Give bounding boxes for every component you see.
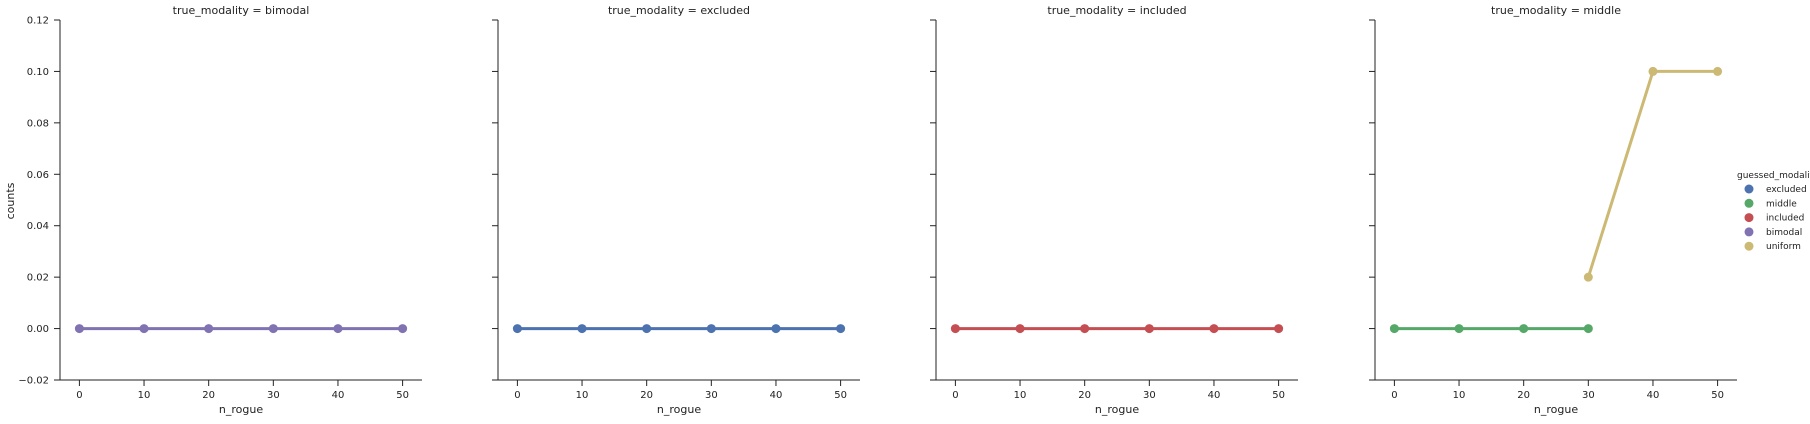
x-tick-label: 0: [952, 390, 958, 401]
x-tick-label: 40: [770, 390, 783, 401]
x-tick-label: 20: [1078, 390, 1091, 401]
facet-title: true_modality = bimodal: [173, 4, 310, 17]
data-point-excluded: [642, 324, 652, 334]
x-tick-label: 40: [1208, 390, 1221, 401]
x-tick-label: 10: [1014, 390, 1027, 401]
legend-marker-middle: [1744, 198, 1754, 208]
legend-marker-excluded: [1744, 184, 1754, 194]
legend: guessed_modality excluded middle included bi…: [1737, 171, 1810, 252]
legend-marker-uniform: [1744, 241, 1754, 251]
data-point-middle: [1389, 324, 1399, 334]
x-tick-label: 50: [1272, 390, 1285, 401]
data-point-bimodal: [204, 324, 214, 334]
legend-label-uniform: uniform: [1766, 242, 1801, 252]
data-point-excluded: [706, 324, 716, 334]
x-tick-label: 10: [138, 390, 151, 401]
data-point-middle: [1454, 324, 1464, 334]
x-tick-label: 0: [514, 390, 520, 401]
data-point-uniform: [1583, 272, 1593, 282]
facet-panel-3: 0 10 20 30 40 50 n_rogue true_modality = includ…: [930, 4, 1298, 416]
x-tick-label: 30: [267, 390, 280, 401]
x-axis-label: n_rogue: [657, 403, 701, 416]
x-axis-label: n_rogue: [1534, 403, 1578, 416]
legend-label-excluded: excluded: [1766, 185, 1807, 195]
data-point-excluded: [771, 324, 781, 334]
y-tick-label: 0.06: [27, 170, 49, 181]
y-tick-label: −0.02: [18, 376, 49, 387]
data-point-bimodal: [398, 324, 408, 334]
y-tick-label: 0.02: [27, 273, 49, 284]
data-point-included: [1080, 324, 1090, 334]
x-tick-label: 40: [332, 390, 345, 401]
x-tick-label: 30: [705, 390, 718, 401]
facet-title: true_modality = excluded: [608, 4, 750, 17]
y-tick-label: 0.10: [27, 67, 49, 78]
x-tick-label: 10: [1453, 390, 1466, 401]
x-axis-label: n_rogue: [219, 403, 263, 416]
data-point-included: [1274, 324, 1284, 334]
data-point-uniform: [1648, 66, 1658, 76]
facet-title: true_modality = middle: [1491, 4, 1621, 17]
data-point-included: [1209, 324, 1219, 334]
y-tick-label: 0.00: [27, 324, 49, 335]
data-point-included: [950, 324, 960, 334]
data-point-uniform: [1713, 66, 1723, 76]
data-point-middle: [1583, 324, 1593, 334]
data-point-excluded: [577, 324, 587, 334]
legend-label-bimodal: bimodal: [1766, 228, 1802, 238]
data-point-bimodal: [333, 324, 343, 334]
x-tick-label: 30: [1143, 390, 1156, 401]
x-tick-label: 50: [396, 390, 409, 401]
facet-panel-4: 0 10 20 30 40 50 n_rogue true_modality = middle: [1369, 4, 1737, 416]
x-tick-label: 0: [1391, 390, 1397, 401]
legend-marker-included: [1744, 213, 1754, 223]
x-tick-label: 10: [576, 390, 589, 401]
x-tick-label: 30: [1582, 390, 1595, 401]
data-point-bimodal: [268, 324, 278, 334]
y-tick-label: 0.04: [27, 221, 49, 232]
x-tick-label: 20: [1517, 390, 1530, 401]
x-tick-label: 40: [1647, 390, 1660, 401]
legend-label-middle: middle: [1766, 199, 1797, 209]
x-tick-label: 20: [640, 390, 653, 401]
data-point-included: [1144, 324, 1154, 334]
y-tick-label: 0.08: [27, 118, 49, 129]
facet-panel-2: 0 10 20 30 40 50 n_rogue true_modality = exclud…: [492, 4, 860, 416]
data-point-bimodal: [139, 324, 149, 334]
x-tick-label: 50: [834, 390, 847, 401]
facet-panel-1: −0.02 0.00 0.02 0.04 0.06 0.08 0.10 0.12 0 10 20 30…: [18, 4, 422, 416]
y-axis-label: counts: [4, 182, 17, 219]
x-tick-label: 0: [76, 390, 82, 401]
y-tick-label: 0.12: [27, 16, 49, 27]
data-point-bimodal: [74, 324, 84, 334]
data-point-excluded: [836, 324, 846, 334]
facet-title: true_modality = included: [1047, 4, 1186, 17]
legend-marker-bimodal: [1744, 227, 1754, 237]
data-point-middle: [1519, 324, 1529, 334]
data-point-excluded: [512, 324, 522, 334]
legend-label-included: included: [1766, 214, 1804, 224]
x-axis-label: n_rogue: [1095, 403, 1139, 416]
series-line-uniform: [1586, 69, 1720, 279]
legend-title: guessed_modality: [1737, 171, 1810, 181]
x-tick-label: 50: [1711, 390, 1724, 401]
x-tick-label: 20: [202, 390, 215, 401]
data-point-included: [1015, 324, 1025, 334]
